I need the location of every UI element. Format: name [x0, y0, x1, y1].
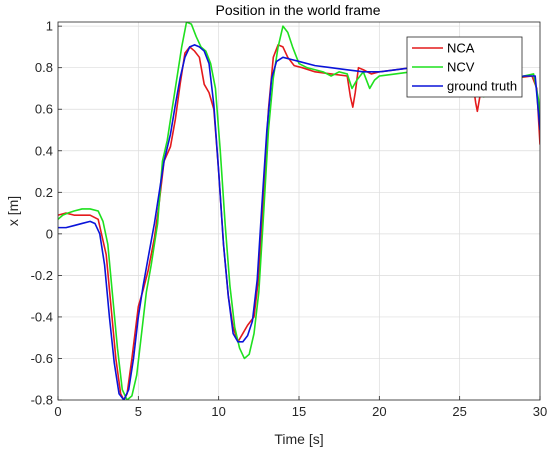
- x-tick-labels: 0 5 10 15 20 25 30: [54, 404, 547, 419]
- y-tick-labels: -0.8 -0.6 -0.4 -0.2 0 0.2 0.4 0.6 0.8 1: [31, 19, 53, 408]
- chart-title: Position in the world frame: [216, 2, 381, 18]
- x-tick-label: 5: [135, 404, 142, 419]
- x-tick-label: 0: [54, 404, 61, 419]
- legend-label: ground truth: [447, 79, 517, 94]
- x-tick-label: 15: [292, 404, 306, 419]
- series-line-ground-truth: [58, 44, 540, 400]
- x-tick-label: 30: [533, 404, 547, 419]
- legend-box: [406, 36, 523, 98]
- y-tick-label: -0.2: [31, 268, 53, 283]
- y-tick-label: 0.8: [35, 60, 53, 75]
- x-tick-label: 25: [452, 404, 466, 419]
- ticks: [57, 25, 541, 401]
- y-tick-label: 0.6: [35, 102, 53, 117]
- y-tick-label: -0.4: [31, 309, 53, 324]
- y-tick-label: 0.4: [35, 143, 53, 158]
- legend-label: NCA: [447, 41, 475, 56]
- x-tick-label: 20: [372, 404, 386, 419]
- y-tick-label: -0.6: [31, 351, 53, 366]
- y-tick-label: -0.8: [31, 393, 53, 408]
- legend-label: NCV: [447, 60, 475, 75]
- x-axis-label: Time [s]: [274, 431, 323, 447]
- legend: NCA NCV ground truth: [406, 36, 523, 98]
- y-tick-label: 0.2: [35, 185, 53, 200]
- x-tick-label: 10: [211, 404, 225, 419]
- y-axis-label: x [m]: [5, 196, 21, 226]
- y-tick-label: 0: [46, 226, 53, 241]
- series-line-ncv: [58, 22, 540, 400]
- y-tick-label: 1: [46, 19, 53, 34]
